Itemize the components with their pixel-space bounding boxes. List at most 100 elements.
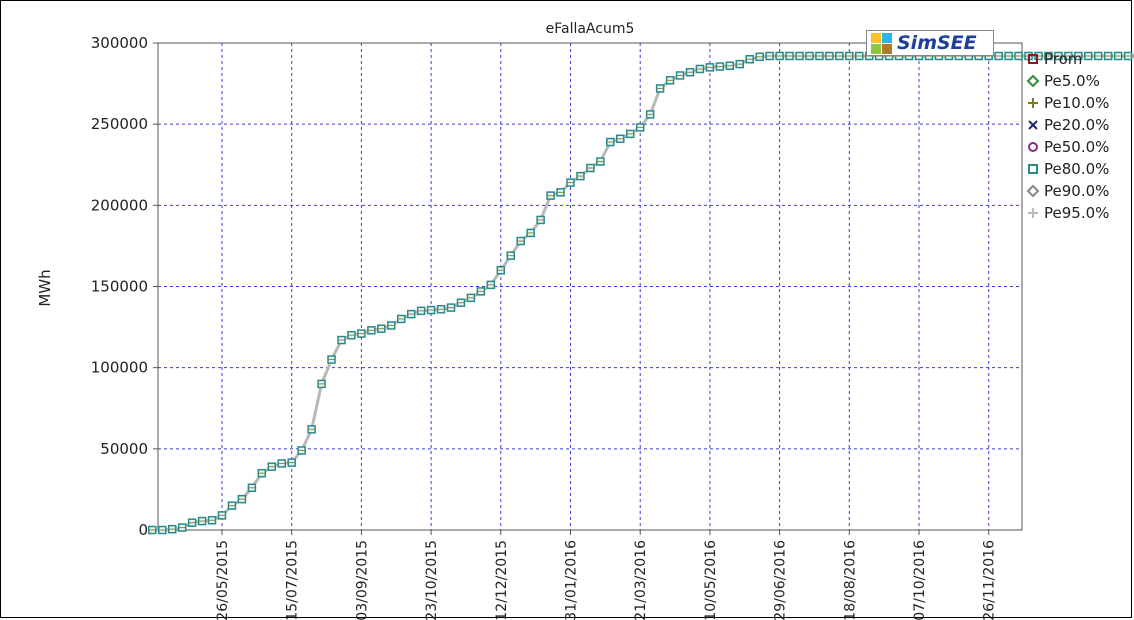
logo-squares-icon	[871, 32, 892, 54]
chart-title: eFallaAcum5	[546, 21, 635, 37]
legend-label: Pe90.0%	[1044, 182, 1109, 200]
x-tick-label: 26/11/2016	[982, 540, 998, 620]
data-point	[1123, 51, 1133, 61]
data-point	[277, 459, 286, 468]
data-point	[257, 468, 267, 478]
data-point	[576, 171, 585, 181]
logo-text: SimSEE	[897, 32, 977, 54]
data-point	[307, 425, 316, 434]
data-point	[426, 305, 436, 315]
data-point	[396, 314, 406, 324]
legend-label: Pe20.0%	[1044, 116, 1109, 134]
data-point	[536, 215, 545, 225]
data-point	[606, 137, 615, 147]
data-point	[247, 483, 257, 493]
data-point	[207, 516, 217, 525]
data-point	[317, 379, 326, 389]
data-point	[516, 236, 525, 246]
data-point	[735, 59, 745, 69]
data-point	[675, 71, 685, 80]
data-point	[645, 110, 655, 119]
data-point	[1084, 51, 1093, 61]
data-point	[765, 51, 774, 61]
legend-item: Prom	[1028, 50, 1082, 68]
data-point	[556, 188, 565, 197]
data-point	[217, 511, 227, 520]
data-point	[685, 67, 695, 77]
data-point	[446, 303, 456, 312]
data-point	[586, 163, 595, 173]
legend-label: Prom	[1044, 50, 1082, 68]
legend-item: Pe95.0%	[1028, 204, 1109, 222]
data-point	[616, 134, 625, 144]
y-tick-label: 0	[138, 521, 148, 539]
data-point	[526, 228, 535, 238]
data-point	[1044, 51, 1053, 61]
data-point	[357, 329, 366, 338]
y-tick-label: 250000	[91, 115, 148, 133]
simsee-logo: SimSEE	[866, 30, 994, 56]
data-point	[825, 51, 834, 61]
data-point	[815, 51, 824, 61]
y-axis: 0 50000 100000 150000 200000 250000 300000	[91, 34, 158, 539]
legend-marker-diamond-icon	[1026, 184, 1040, 198]
legend-marker-square-icon	[1028, 164, 1038, 174]
legend: Prom Pe5.0% Pe10.0% Pe20.0% Pe50.0% Pe80.0% Pe…	[1026, 50, 1109, 222]
data-point	[456, 298, 466, 307]
data-point	[755, 52, 764, 62]
data-point	[596, 157, 605, 166]
data-point	[1074, 51, 1083, 61]
x-tick-label: 31/01/2016	[564, 540, 580, 620]
x-tick-label: 18/08/2016	[842, 540, 858, 620]
data-point	[785, 51, 794, 61]
data-point	[267, 462, 277, 471]
data-point	[287, 458, 296, 467]
data-point	[377, 324, 386, 333]
data-point	[416, 306, 426, 316]
data-point	[476, 287, 486, 296]
data-point	[1054, 51, 1063, 61]
data-point	[327, 355, 336, 364]
data-point	[835, 51, 844, 61]
data-point	[994, 51, 1003, 61]
data-point	[197, 516, 207, 526]
data-point	[566, 178, 575, 187]
legend-item: Pe10.0%	[1028, 94, 1109, 112]
y-tick-label: 300000	[91, 34, 148, 52]
data-point	[506, 251, 516, 260]
x-tick-label: 26/05/2015	[215, 540, 231, 620]
y-tick-label: 150000	[91, 278, 148, 296]
x-tick-label: 21/03/2016	[633, 540, 649, 620]
x-tick-label: 07/10/2016	[912, 540, 928, 620]
legend-item: Pe80.0%	[1028, 160, 1109, 178]
x-axis: 26/05/2015 15/07/2015 03/09/2015 23/10/2015…	[215, 530, 998, 620]
data-point	[855, 51, 864, 61]
data-point	[705, 63, 715, 72]
data-point	[635, 123, 645, 132]
data-point	[297, 446, 306, 455]
legend-item: Pe90.0%	[1026, 182, 1109, 200]
data-point	[625, 129, 635, 139]
data-point	[715, 62, 725, 71]
legend-marker-plus-icon	[1028, 98, 1038, 108]
data-point	[665, 76, 675, 85]
data-point	[695, 64, 705, 74]
data-point	[367, 326, 376, 335]
y-tick-label: 200000	[91, 196, 148, 214]
legend-label: Pe95.0%	[1044, 204, 1109, 222]
legend-label: Pe80.0%	[1044, 160, 1109, 178]
data-point	[436, 304, 446, 314]
data-point	[158, 525, 167, 535]
data-point	[387, 321, 396, 330]
x-tick-label: 03/09/2015	[354, 540, 370, 620]
data-point	[466, 293, 476, 303]
plot-area	[157, 42, 1023, 531]
data-point	[795, 51, 804, 61]
data-point	[1103, 51, 1113, 61]
legend-marker-square-icon	[1028, 54, 1038, 64]
legend-marker-diamond-icon	[1026, 74, 1040, 88]
legend-marker-x-icon	[1028, 120, 1038, 130]
y-tick-label: 100000	[91, 359, 148, 377]
data-point	[177, 523, 187, 532]
